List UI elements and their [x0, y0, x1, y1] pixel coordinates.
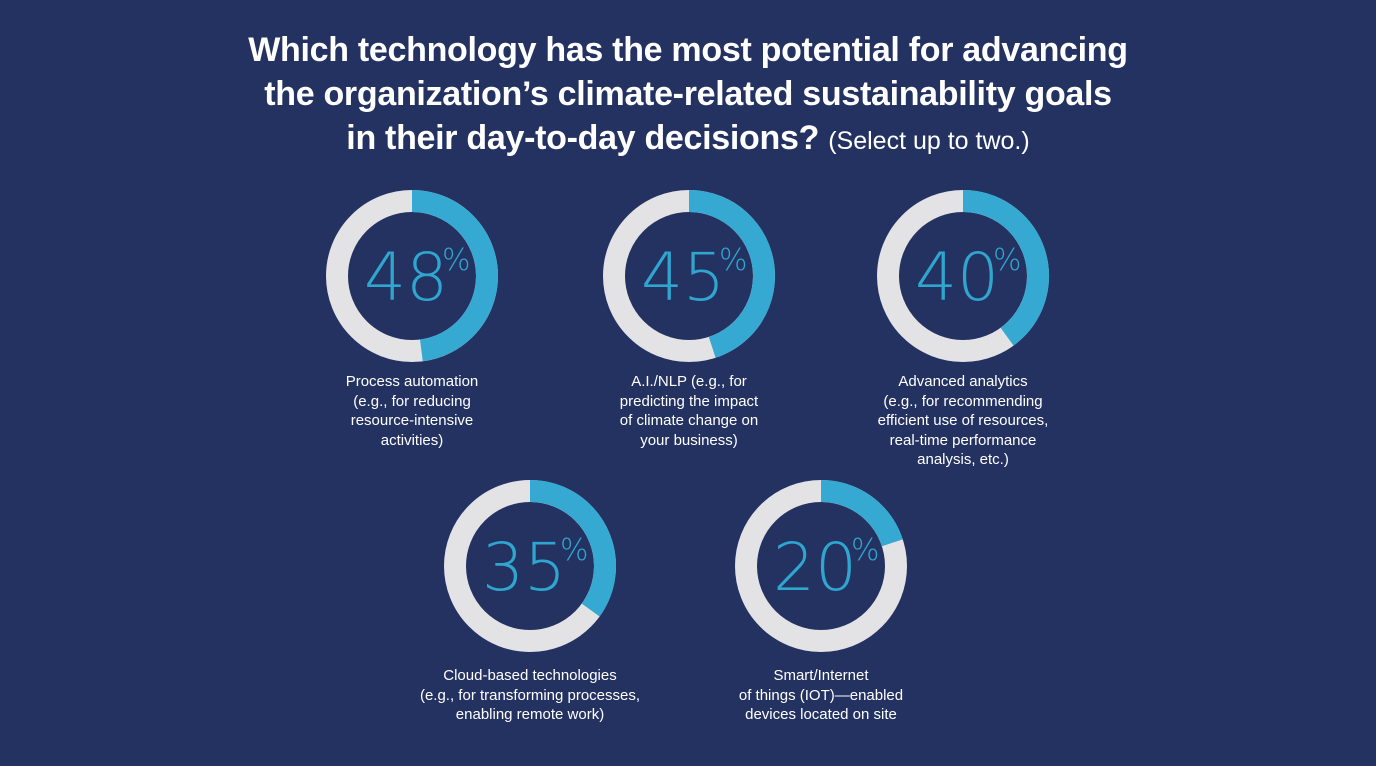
donut-4: 35%	[444, 480, 616, 652]
donut-1-value-arc	[411, 190, 498, 362]
donut-4-percent: 35	[482, 529, 566, 606]
donut-4-label: Cloud-based technologies (e.g., for tran…	[419, 667, 641, 723]
donut-3-label: Advanced analytics (e.g., for recommendi…	[877, 373, 1049, 468]
donut-2-label: A.I./NLP (e.g., for predicting the impac…	[619, 373, 759, 449]
donut-1-percent: 48	[364, 239, 448, 316]
title-line-3-text: in their day-to-day decisions?	[346, 119, 820, 157]
donut-3-value-arc	[962, 190, 1049, 346]
donut-2: 45%	[603, 190, 775, 362]
title-line-1: Which technology has the most potential …	[248, 31, 1128, 69]
donut-5: 20%	[735, 480, 907, 652]
title-line-3: in their day-to-day decisions? (Select u…	[0, 116, 1376, 163]
donut-2-percent: 45	[641, 239, 725, 316]
donut-3-percent: 40	[915, 239, 999, 316]
chart-title: Which technology has the most potential …	[0, 28, 1376, 163]
donut-2-value-arc	[688, 190, 775, 358]
donut-4-percent-sign: %	[560, 533, 589, 568]
donut-2-percent-sign: %	[719, 243, 748, 278]
donut-3: 40%	[877, 190, 1049, 362]
title-line-2: the organization’s climate-related susta…	[264, 75, 1112, 113]
donut-5-value-arc	[820, 480, 903, 547]
donut-1-label: Process automation (e.g., for reducing r…	[345, 373, 479, 449]
donut-3-percent-sign: %	[993, 243, 1022, 278]
donut-5-percent-sign: %	[851, 533, 880, 568]
donut-1: 48%	[326, 190, 498, 362]
title-note: (Select up to two.)	[828, 127, 1030, 155]
donut-5-percent: 20	[773, 529, 857, 606]
donut-1-percent-sign: %	[442, 243, 471, 278]
donut-4-value-arc	[529, 480, 616, 617]
donut-5-label: Smart/Internet of things (IOT)—enabled d…	[738, 667, 904, 723]
